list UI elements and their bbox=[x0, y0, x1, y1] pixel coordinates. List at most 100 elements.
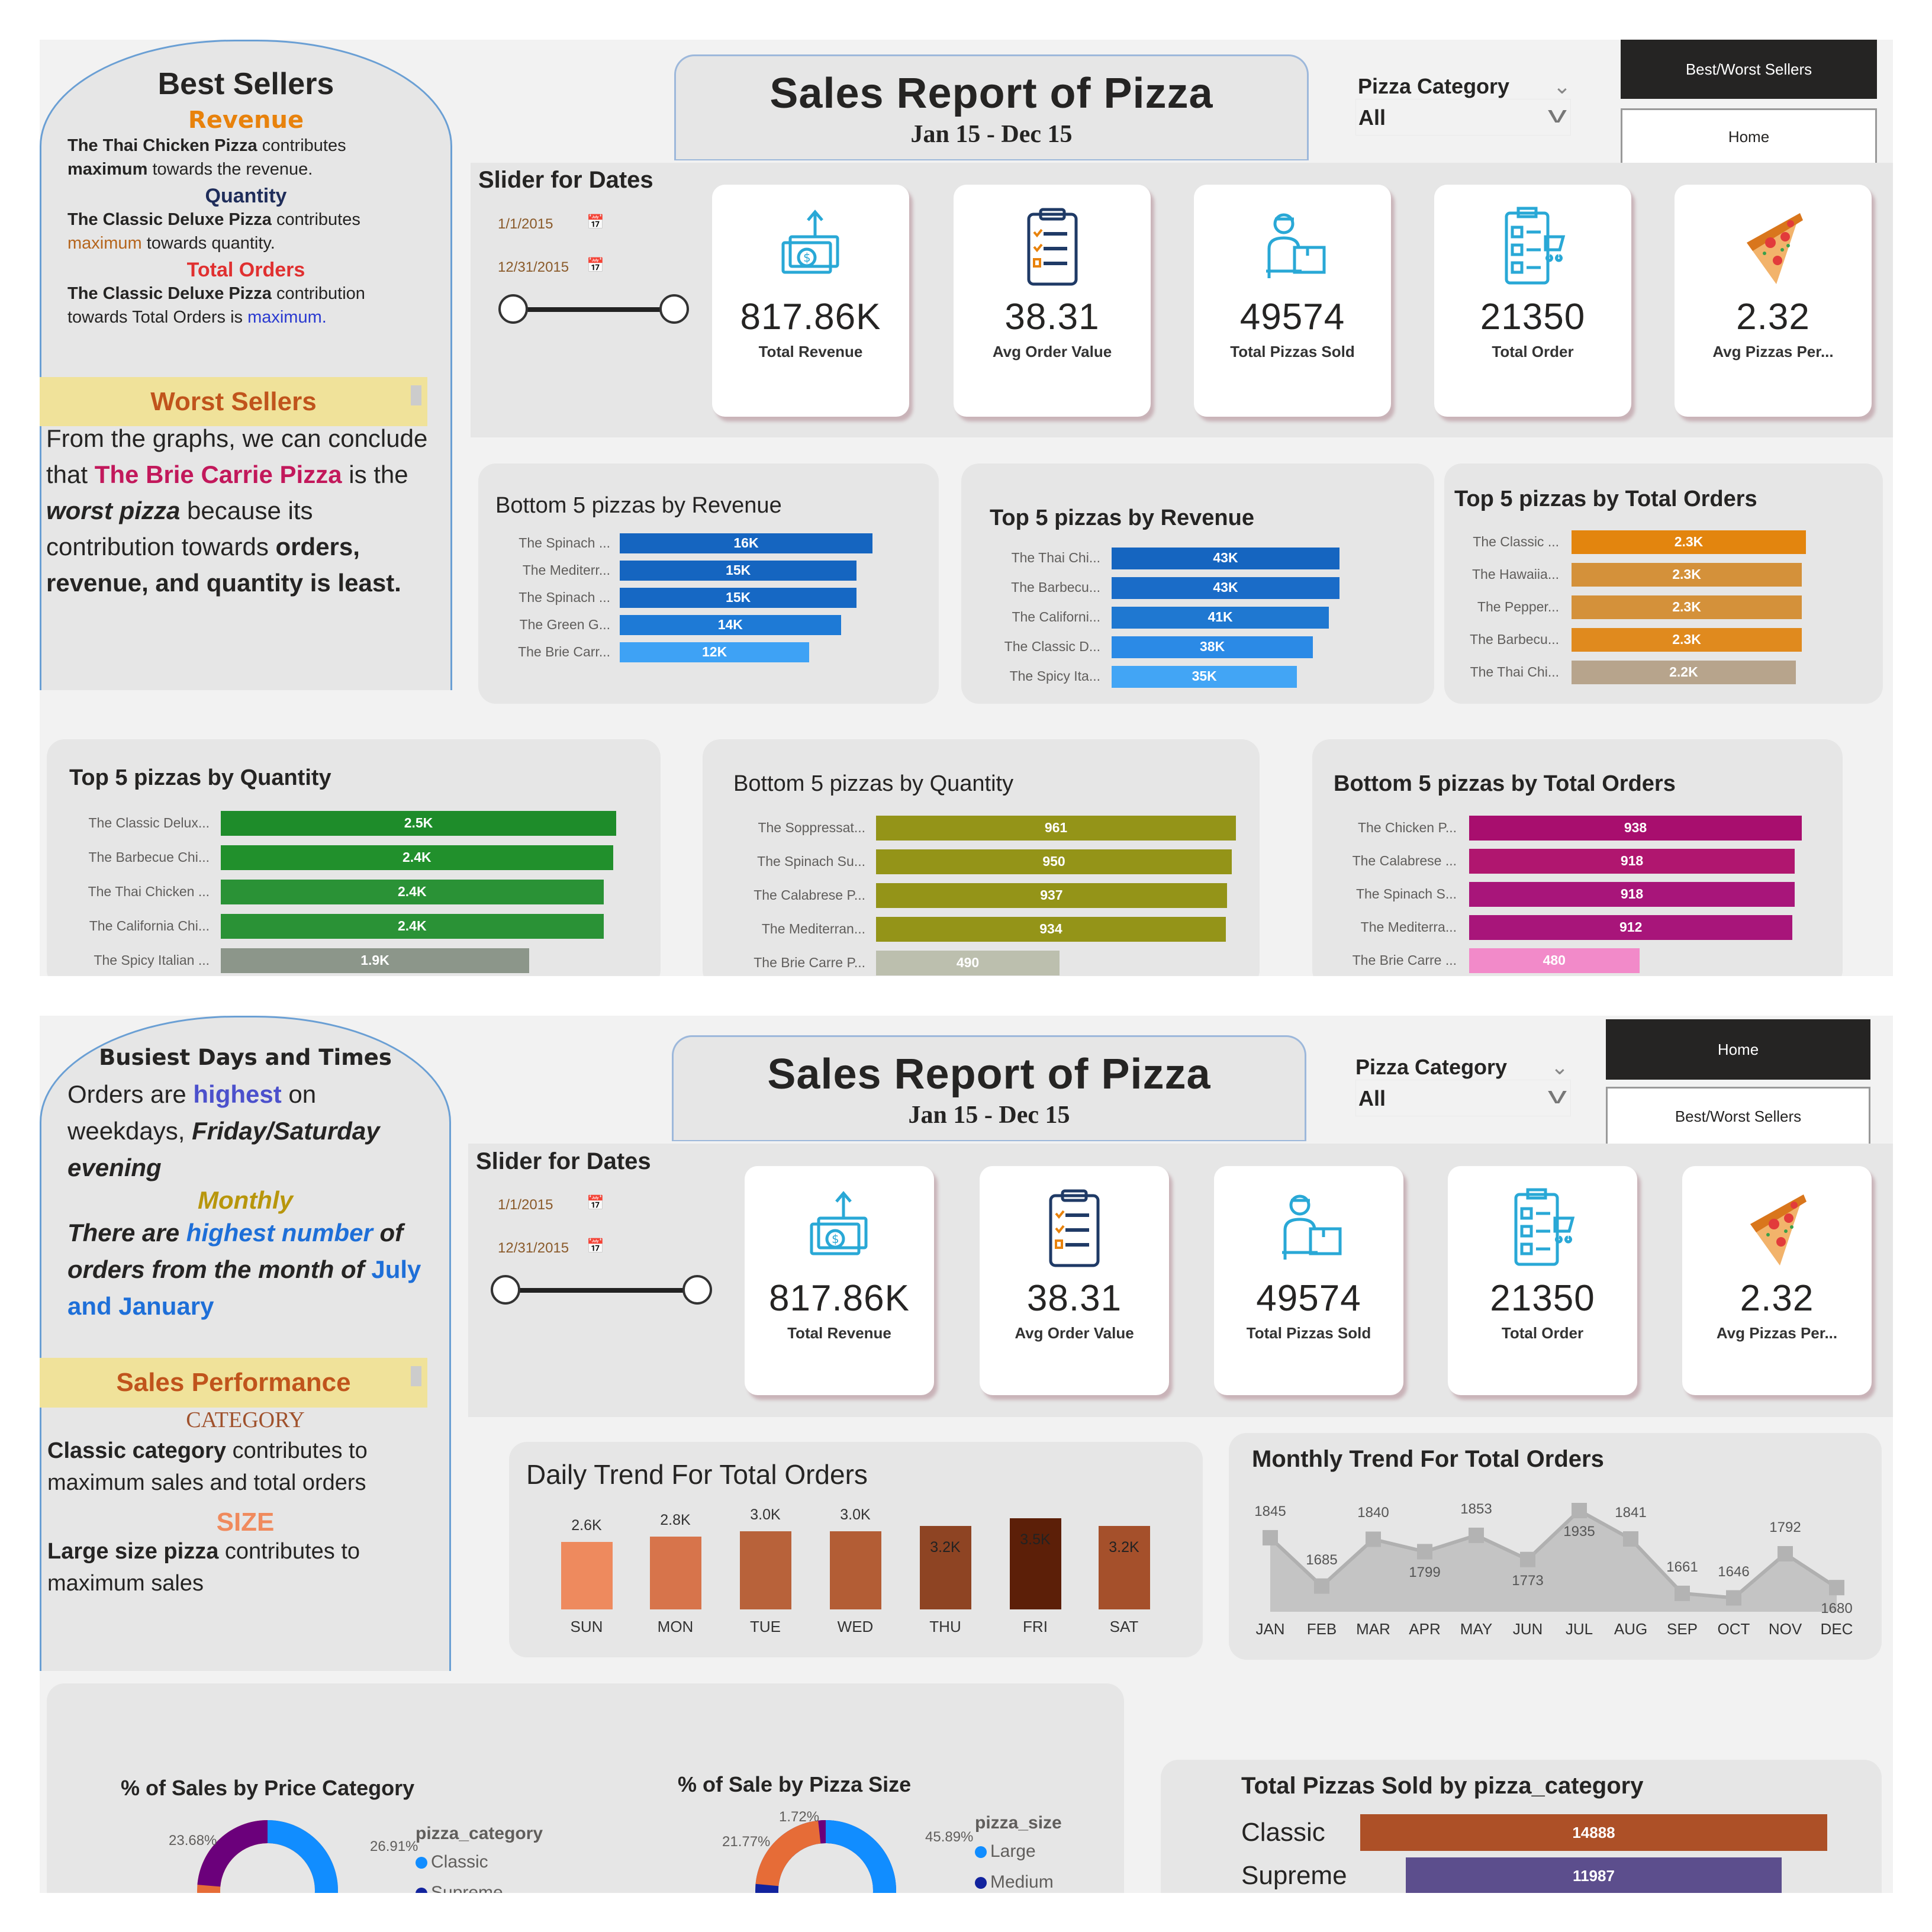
bar[interactable] bbox=[1469, 948, 1640, 973]
legend-item[interactable]: Medium bbox=[975, 1872, 1054, 1892]
calendar-icon[interactable]: 📅 bbox=[587, 214, 604, 230]
column-bar[interactable] bbox=[740, 1531, 791, 1609]
bar[interactable] bbox=[876, 917, 1226, 942]
column-bar[interactable] bbox=[920, 1526, 971, 1609]
bar[interactable] bbox=[1469, 849, 1795, 874]
data-point-marker[interactable] bbox=[1366, 1531, 1381, 1547]
calendar-icon[interactable]: 📅 bbox=[587, 1195, 604, 1211]
bar[interactable] bbox=[620, 533, 872, 553]
donut-slice[interactable] bbox=[197, 1820, 268, 1887]
bar[interactable] bbox=[1112, 606, 1329, 629]
column-bar[interactable] bbox=[830, 1531, 881, 1609]
bar-data-label: 35K bbox=[1192, 668, 1217, 684]
funnel-bar[interactable] bbox=[1360, 1814, 1827, 1851]
data-point-marker[interactable] bbox=[1778, 1545, 1793, 1561]
home-button[interactable]: Home bbox=[1606, 1019, 1870, 1080]
bar[interactable] bbox=[1112, 665, 1297, 688]
size-text: Large size pizza contributes to maximum … bbox=[47, 1535, 443, 1599]
bar[interactable] bbox=[1572, 628, 1802, 652]
slider-start-handle[interactable] bbox=[498, 294, 528, 324]
legend-item[interactable]: Large bbox=[975, 1841, 1036, 1862]
end-date-input[interactable]: 12/31/2015 📅 bbox=[498, 1238, 604, 1257]
bar[interactable] bbox=[221, 948, 530, 973]
column-bar[interactable] bbox=[1099, 1526, 1150, 1609]
data-point-marker[interactable] bbox=[1469, 1527, 1484, 1543]
column-bar[interactable] bbox=[650, 1536, 701, 1609]
bar[interactable] bbox=[1572, 595, 1802, 619]
day-axis-label: THU bbox=[929, 1618, 961, 1635]
chevron-down-icon[interactable]: ⌄ bbox=[1550, 1055, 1569, 1079]
data-point-marker[interactable] bbox=[1829, 1580, 1844, 1596]
bar-category-label: The Spinach ... bbox=[519, 590, 610, 605]
bar-data-label: 2.3K bbox=[1672, 566, 1701, 582]
bar[interactable] bbox=[1469, 882, 1795, 907]
data-point-marker[interactable] bbox=[1623, 1531, 1638, 1547]
end-date-input[interactable]: 12/31/2015 📅 bbox=[498, 257, 604, 276]
best-sellers-panel: Best Sellers Revenue The Thai Chicken Pi… bbox=[40, 40, 452, 690]
month-axis-label: APR bbox=[1409, 1620, 1441, 1638]
data-point-marker[interactable] bbox=[1520, 1551, 1535, 1567]
best-worst-sellers-button[interactable]: Best/Worst Sellers bbox=[1606, 1087, 1870, 1146]
bar[interactable] bbox=[1112, 636, 1313, 658]
bar-category-label: The Thai Chicken ... bbox=[88, 884, 210, 899]
column-data-label: 3.5K bbox=[1020, 1531, 1051, 1548]
bar[interactable] bbox=[221, 880, 604, 904]
data-point-marker[interactable] bbox=[1263, 1530, 1278, 1545]
bar[interactable] bbox=[620, 642, 810, 662]
bar[interactable] bbox=[620, 561, 857, 581]
start-date-input[interactable]: 1/1/2015 📅 bbox=[498, 214, 604, 233]
column-bar[interactable] bbox=[561, 1541, 613, 1609]
data-point-marker[interactable] bbox=[1572, 1503, 1587, 1518]
legend-item[interactable]: Supreme bbox=[416, 1883, 503, 1893]
bar[interactable] bbox=[620, 615, 841, 635]
bar[interactable] bbox=[1572, 563, 1802, 587]
calendar-icon[interactable]: 📅 bbox=[587, 1238, 604, 1254]
day-axis-label: SUN bbox=[570, 1618, 603, 1635]
bar[interactable] bbox=[620, 588, 857, 608]
donut-slice[interactable] bbox=[755, 1820, 821, 1886]
date-slider-track[interactable] bbox=[498, 294, 689, 324]
bar[interactable] bbox=[1112, 577, 1339, 599]
funnel-bar[interactable] bbox=[1405, 1857, 1782, 1893]
bar[interactable] bbox=[876, 849, 1232, 874]
busiest-heading: Busiest Days and Times bbox=[99, 1045, 392, 1070]
date-slider-track[interactable] bbox=[491, 1275, 712, 1305]
data-point-marker[interactable] bbox=[1314, 1578, 1329, 1594]
bar[interactable] bbox=[221, 914, 604, 939]
data-point-marker[interactable] bbox=[1417, 1544, 1432, 1560]
trend-line bbox=[1268, 1508, 1838, 1600]
filter-label-text: Pizza Category bbox=[1358, 74, 1510, 98]
data-point-marker[interactable] bbox=[1726, 1590, 1741, 1606]
column-bar[interactable] bbox=[1010, 1518, 1061, 1609]
bar[interactable] bbox=[1572, 661, 1796, 684]
best-worst-sellers-button[interactable]: Best/Worst Sellers bbox=[1621, 40, 1877, 99]
slice-data-label: 1.72% bbox=[779, 1809, 820, 1825]
bar[interactable] bbox=[221, 811, 616, 836]
slider-start-handle[interactable] bbox=[491, 1275, 520, 1305]
point-data-label: 1853 bbox=[1460, 1500, 1492, 1517]
pizza-category-dropdown[interactable]: All v bbox=[1355, 99, 1571, 136]
legend-item[interactable]: Classic bbox=[416, 1852, 488, 1872]
pizza-category-dropdown[interactable]: All v bbox=[1355, 1080, 1571, 1116]
bar[interactable] bbox=[1112, 547, 1339, 569]
start-date-input[interactable]: 1/1/2015 📅 bbox=[498, 1195, 604, 1213]
donut-slice[interactable] bbox=[826, 1820, 896, 1893]
bar[interactable] bbox=[1469, 816, 1802, 841]
scrollbar[interactable] bbox=[411, 385, 421, 405]
data-point-marker[interactable] bbox=[1675, 1585, 1690, 1601]
bar[interactable] bbox=[876, 951, 1060, 975]
bar[interactable] bbox=[221, 845, 613, 870]
column-data-label: 3.0K bbox=[750, 1506, 781, 1523]
bar[interactable] bbox=[876, 816, 1236, 841]
slider-end-handle[interactable] bbox=[682, 1275, 712, 1305]
bar[interactable] bbox=[1469, 915, 1793, 940]
donut-slice[interactable] bbox=[268, 1820, 338, 1893]
calendar-icon[interactable]: 📅 bbox=[587, 257, 604, 273]
chevron-down-icon[interactable]: ⌄ bbox=[1553, 74, 1571, 98]
home-button[interactable]: Home bbox=[1621, 108, 1877, 165]
bar[interactable] bbox=[876, 883, 1227, 908]
bar[interactable] bbox=[1572, 530, 1806, 554]
donut-slice[interactable] bbox=[818, 1820, 826, 1844]
scrollbar[interactable] bbox=[411, 1366, 421, 1386]
slider-end-handle[interactable] bbox=[659, 294, 689, 324]
